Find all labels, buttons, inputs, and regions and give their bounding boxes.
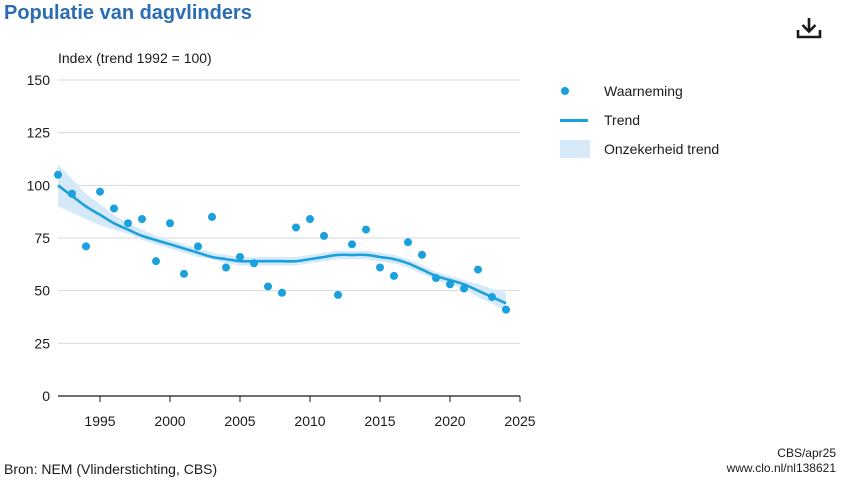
trend-line-path xyxy=(57,184,507,305)
observation-point xyxy=(166,219,174,228)
y-tick-label: 150 xyxy=(27,72,51,88)
y-tick-label: 125 xyxy=(27,125,51,141)
credit-url: www.clo.nl/nl138621 xyxy=(726,461,836,475)
x-tick-label: 1995 xyxy=(84,413,115,429)
observation-point xyxy=(110,204,118,213)
observation-point xyxy=(376,263,384,272)
observation-point xyxy=(348,240,356,249)
chart-title: Populatie van dagvlinders xyxy=(4,2,252,24)
y-tick-label: 75 xyxy=(34,230,50,246)
observation-point xyxy=(236,252,244,261)
x-tick-label: 2025 xyxy=(504,413,535,429)
legend-dot-icon xyxy=(558,81,592,101)
observation-point xyxy=(306,215,314,224)
y-tick-labels: 0 25 50 75 100 125 150 xyxy=(27,72,51,404)
legend: Waarneming Trend Onzekerheid trend xyxy=(558,76,719,163)
observation-point xyxy=(292,223,300,232)
legend-label-trend: Trend xyxy=(604,111,641,128)
x-tick-label: 2020 xyxy=(434,413,465,429)
observation-point xyxy=(404,238,412,247)
credit: CBS/apr25 www.clo.nl/nl138621 xyxy=(727,446,836,476)
x-tick-label: 2010 xyxy=(294,413,325,429)
x-tick-label: 2015 xyxy=(364,413,395,429)
observation-point xyxy=(250,259,258,268)
source-text: Bron: NEM (Vlinderstichting, CBS) xyxy=(4,461,218,477)
y-tick-label: 50 xyxy=(34,283,50,299)
observation-point xyxy=(278,288,286,297)
legend-band-icon xyxy=(558,139,592,159)
observation-point xyxy=(390,271,398,280)
observation-point xyxy=(124,219,132,228)
observation-point xyxy=(334,290,342,299)
legend-item-observation: Waarneming xyxy=(558,76,719,105)
y-tick-label: 0 xyxy=(42,388,50,404)
observation-point xyxy=(152,257,160,266)
legend-label-observation: Waarneming xyxy=(604,82,683,99)
observation-point xyxy=(208,212,216,221)
legend-item-trend: Trend xyxy=(558,105,719,134)
x-tick-label: 2000 xyxy=(154,413,185,429)
observation-point xyxy=(362,225,370,234)
observation-point xyxy=(194,242,202,251)
credit-date: CBS/apr25 xyxy=(777,446,836,460)
legend-label-uncertainty: Onzekerheid trend xyxy=(604,140,720,157)
download-icon[interactable] xyxy=(796,16,822,40)
legend-item-uncertainty: Onzekerheid trend xyxy=(558,134,719,163)
observation-point xyxy=(82,242,90,251)
observation-point xyxy=(68,189,76,198)
x-tick-label: 2005 xyxy=(224,413,255,429)
observation-point xyxy=(264,282,272,291)
y-tick-label: 100 xyxy=(27,177,51,193)
x-tick-labels: 1995 2000 2005 2010 2015 2020 2025 xyxy=(84,413,535,429)
observation-point xyxy=(96,187,104,196)
observation-point xyxy=(320,231,328,240)
observation-point xyxy=(502,305,510,314)
grid-lines xyxy=(58,79,521,402)
observation-point xyxy=(446,280,454,289)
observation-point xyxy=(474,265,482,274)
observation-point xyxy=(180,269,188,278)
legend-line-icon xyxy=(558,110,592,130)
observation-point xyxy=(222,263,230,272)
observation-point xyxy=(488,292,496,301)
observation-point xyxy=(460,284,468,293)
trend-line xyxy=(57,184,507,305)
observation-points xyxy=(54,170,510,314)
y-axis-label: Index (trend 1992 = 100) xyxy=(58,50,212,66)
observation-point xyxy=(432,274,440,283)
observation-point xyxy=(418,250,426,259)
observation-point xyxy=(138,215,146,224)
observation-point xyxy=(54,170,62,179)
y-tick-label: 25 xyxy=(34,335,50,351)
